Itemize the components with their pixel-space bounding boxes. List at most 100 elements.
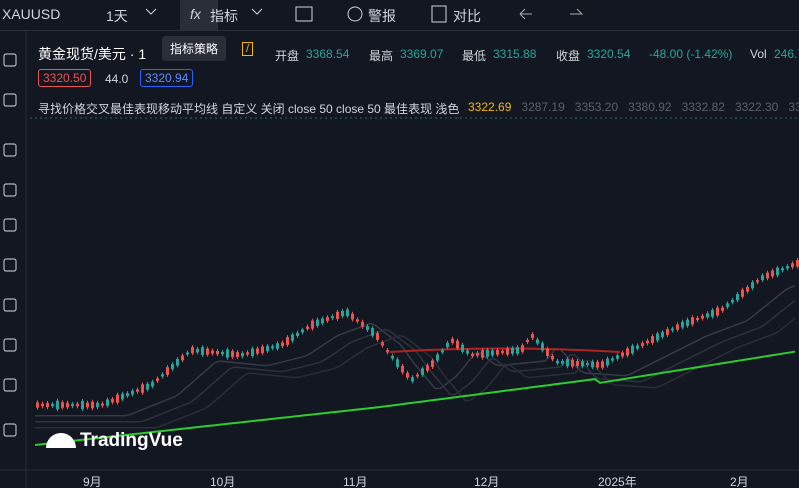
- decor-rect: [416, 374, 419, 377]
- decor-rect: [76, 403, 79, 407]
- spread: 44.0: [105, 72, 129, 86]
- decor-rect: [586, 363, 589, 366]
- x-label: 12月: [474, 475, 500, 488]
- decor-rect: [286, 337, 289, 345]
- decor-rect: [3, 258, 17, 272]
- decor-rect: [696, 317, 699, 321]
- low-label: 最低: [462, 49, 487, 63]
- indicators-btn[interactable]: 指标: [210, 8, 238, 24]
- decor-rect: [181, 355, 184, 361]
- decor-rect: [341, 310, 344, 317]
- decor-rect: [236, 352, 239, 358]
- x-label: 9月: [83, 475, 102, 488]
- decor-rect: [406, 372, 409, 378]
- close: 3320.54: [587, 47, 631, 61]
- decor-rect: [221, 351, 224, 355]
- decor-rect: [121, 393, 124, 400]
- decor-rect: [276, 343, 279, 349]
- decor-rect: [261, 346, 264, 354]
- decor-rect: [576, 360, 579, 366]
- interval[interactable]: 1天: [106, 8, 128, 24]
- decor-rect: [656, 333, 659, 341]
- decor-rect: [781, 268, 784, 271]
- decor-rect: [251, 348, 254, 356]
- decor-path: [35, 317, 796, 429]
- decor-rect: [561, 361, 564, 364]
- decor-rect: [646, 340, 649, 344]
- indicator-value: 3332.82: [681, 100, 725, 114]
- open: 3368.54: [306, 47, 350, 61]
- high-label: 最高: [369, 49, 394, 63]
- x-label: 2月: [730, 475, 749, 488]
- decor-rect: [401, 365, 404, 373]
- decor-rect: [3, 378, 17, 392]
- decor-rect: [481, 350, 484, 358]
- decor-path: [35, 299, 796, 423]
- decor-rect: [96, 402, 99, 408]
- indicator-values: 3322.69 3287.19 3353.20 3380.92 3332.82 3322.…: [468, 100, 799, 114]
- decor-rect: [36, 402, 39, 408]
- decor-rect: [786, 266, 789, 269]
- decor-rect: [441, 350, 444, 353]
- decor-rect: [626, 348, 629, 356]
- decor-rect: [231, 351, 234, 358]
- decor-rect: [311, 320, 314, 329]
- decor-rect: [116, 394, 119, 403]
- compare-btn[interactable]: 对比: [453, 8, 481, 24]
- indicator-value: 3287.19: [521, 100, 565, 114]
- alert-btn[interactable]: 警报: [368, 8, 396, 24]
- indicator-name: 寻找价格交叉最佳表现移动平均线 自定义 关闭 close 50 close 50…: [38, 102, 460, 116]
- x-label: 2025年: [598, 475, 637, 488]
- decor-rect: [521, 345, 524, 352]
- decor-rect: [106, 399, 109, 406]
- decor-rect: [671, 328, 674, 331]
- decor-rect: [3, 338, 17, 352]
- decor-rect: [56, 400, 59, 410]
- decor-rect: [431, 360, 434, 368]
- edit-icon[interactable]: /: [242, 42, 254, 56]
- decor-rect: [606, 358, 609, 366]
- indicator-value: 3353.20: [574, 100, 619, 114]
- decor-rect: [306, 326, 309, 329]
- top-bar: [0, 0, 799, 31]
- decor-rect: [296, 332, 299, 336]
- decor-rect: [246, 352, 249, 355]
- decor-rect: [581, 361, 584, 367]
- decor-rect: [461, 344, 464, 352]
- decor-rect: [611, 358, 614, 361]
- symbol[interactable]: XAUUSD: [2, 6, 61, 22]
- decor-rect: [366, 326, 369, 331]
- decor-rect: [356, 319, 359, 322]
- legend-title: 黄金现货/美元 · 1: [38, 46, 147, 62]
- decor-rect: [486, 350, 489, 357]
- decor-rect: [71, 403, 74, 407]
- decor-rect: [321, 318, 324, 324]
- decor-rect: [776, 267, 779, 276]
- decor-rect: [331, 316, 334, 319]
- decor-rect: [771, 270, 774, 277]
- decor-rect: [616, 355, 619, 359]
- decor-rect: [761, 275, 764, 281]
- decor-rect: [641, 342, 644, 347]
- decor-rect: [186, 352, 189, 355]
- compare-icon: [431, 5, 447, 23]
- decor-rect: [136, 389, 139, 392]
- fx-icon: fx: [190, 6, 201, 22]
- decor-rect: [526, 339, 529, 343]
- indicator-value: 3353.0: [788, 100, 799, 114]
- decor-rect: [501, 350, 504, 353]
- decor-rect: [396, 359, 399, 368]
- decor-rect: [3, 298, 17, 312]
- decor-rect: [266, 345, 269, 352]
- decor-rect: [156, 378, 159, 382]
- indicator-value: 3322.30: [734, 100, 779, 114]
- undo-redo: [519, 8, 584, 20]
- decor-rect: [506, 348, 509, 355]
- decor-rect: [721, 307, 724, 311]
- decor-rect: [426, 365, 429, 371]
- decor-rect: [456, 340, 459, 349]
- open-label: 开盘: [275, 49, 300, 63]
- decor-rect: [471, 353, 474, 356]
- decor-rect: [566, 359, 569, 367]
- chevrons: [145, 8, 263, 15]
